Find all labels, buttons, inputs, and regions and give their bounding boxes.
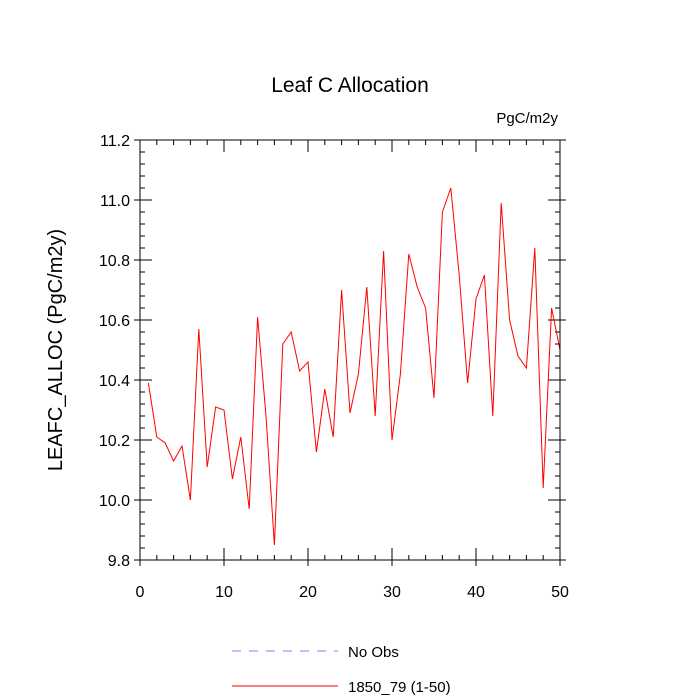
y-tick-label: 10.2 — [99, 433, 130, 450]
y-tick-label: 10.4 — [99, 373, 130, 390]
series-group — [147, 187, 561, 546]
x-tick-label: 50 — [551, 584, 569, 601]
chart-title: Leaf C Allocation — [271, 74, 429, 97]
y-tick-label: 11.0 — [100, 193, 130, 210]
y-tick-label: 10.8 — [99, 253, 130, 270]
series-line-1850-79 — [147, 187, 561, 546]
y-tick-label: 10.6 — [99, 313, 130, 330]
x-tick-labels: 0 10 20 30 40 50 — [136, 584, 569, 601]
legend-label-no-obs: No Obs — [348, 644, 399, 661]
y-tick-labels: 9.8 10.0 10.2 10.4 10.6 10.8 11.0 11.2 — [99, 133, 130, 570]
plot-frame — [139, 139, 561, 561]
x-tick-label: 20 — [299, 584, 317, 601]
x-tick-label: 0 — [136, 584, 145, 601]
legend-label-1850-79: 1850_79 (1-50) — [348, 679, 451, 696]
x-tick-label: 30 — [383, 584, 401, 601]
y-tick-label: 10.0 — [99, 493, 130, 510]
units-label: PgC/m2y — [496, 110, 558, 127]
x-tick-label: 10 — [215, 584, 233, 601]
y-tick-label: 11.2 — [100, 133, 130, 150]
legend: No Obs 1850_79 (1-50) — [232, 644, 451, 696]
y-tick-label: 9.8 — [108, 553, 130, 570]
y-axis-label: LEAFC_ALLOC (PgC/m2y) — [45, 229, 67, 471]
x-tick-label: 40 — [467, 584, 485, 601]
